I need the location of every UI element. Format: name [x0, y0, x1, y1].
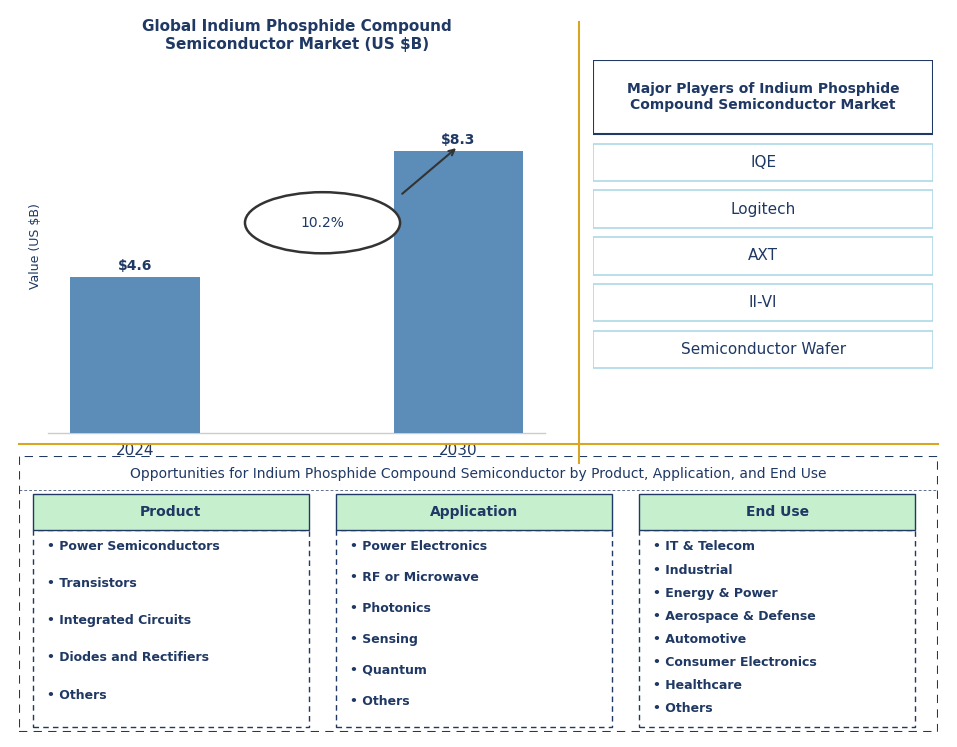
Text: IQE: IQE: [750, 155, 776, 170]
FancyBboxPatch shape: [593, 190, 933, 228]
Text: • Automotive: • Automotive: [653, 633, 746, 646]
Text: Application: Application: [430, 505, 518, 519]
Text: • Quantum: • Quantum: [350, 664, 427, 677]
Text: • Energy & Power: • Energy & Power: [653, 586, 778, 600]
Text: Major Players of Indium Phosphide
Compound Semiconductor Market: Major Players of Indium Phosphide Compou…: [627, 82, 900, 112]
FancyBboxPatch shape: [593, 144, 933, 182]
Text: Logitech: Logitech: [730, 202, 796, 217]
FancyBboxPatch shape: [639, 530, 915, 727]
Text: • Integrated Circuits: • Integrated Circuits: [47, 615, 190, 627]
Text: • Power Electronics: • Power Electronics: [350, 540, 487, 554]
FancyBboxPatch shape: [33, 530, 308, 727]
Bar: [71, 277, 200, 433]
FancyBboxPatch shape: [33, 495, 308, 530]
Text: • IT & Telecom: • IT & Telecom: [653, 540, 755, 554]
Text: • Consumer Electronics: • Consumer Electronics: [653, 656, 817, 669]
FancyBboxPatch shape: [336, 530, 612, 727]
FancyBboxPatch shape: [593, 330, 933, 368]
Text: End Use: End Use: [746, 505, 809, 519]
Y-axis label: Value (US $B): Value (US $B): [30, 204, 42, 289]
Text: • Power Semiconductors: • Power Semiconductors: [47, 540, 219, 554]
Text: • Aerospace & Defense: • Aerospace & Defense: [653, 610, 815, 623]
Text: Source: Lucintel: Source: Lucintel: [432, 493, 545, 506]
FancyBboxPatch shape: [19, 456, 938, 732]
Text: • Photonics: • Photonics: [350, 602, 431, 615]
FancyBboxPatch shape: [639, 495, 915, 530]
Text: • Industrial: • Industrial: [653, 563, 732, 577]
Text: • Diodes and Rectifiers: • Diodes and Rectifiers: [47, 651, 209, 665]
Text: • Healthcare: • Healthcare: [653, 679, 742, 692]
Text: • Others: • Others: [350, 695, 410, 707]
FancyBboxPatch shape: [336, 495, 612, 530]
Title: Global Indium Phosphide Compound
Semiconductor Market (US $B): Global Indium Phosphide Compound Semicon…: [142, 19, 452, 52]
Text: Opportunities for Indium Phosphide Compound Semiconductor by Product, Applicatio: Opportunities for Indium Phosphide Compo…: [130, 467, 827, 480]
Text: • Others: • Others: [653, 702, 713, 716]
Text: • Sensing: • Sensing: [350, 633, 418, 646]
Text: $8.3: $8.3: [441, 134, 476, 147]
Text: $4.6: $4.6: [118, 259, 152, 273]
Text: Semiconductor Wafer: Semiconductor Wafer: [680, 341, 846, 357]
Text: • Transistors: • Transistors: [47, 577, 137, 590]
FancyBboxPatch shape: [593, 238, 933, 275]
Text: • RF or Microwave: • RF or Microwave: [350, 571, 478, 584]
Text: Product: Product: [140, 505, 201, 519]
Text: AXT: AXT: [748, 248, 778, 264]
Text: 10.2%: 10.2%: [300, 216, 345, 230]
Text: II-VI: II-VI: [749, 295, 777, 310]
Text: • Others: • Others: [47, 689, 106, 701]
Bar: [393, 152, 523, 433]
FancyBboxPatch shape: [593, 284, 933, 321]
Ellipse shape: [245, 192, 400, 253]
FancyBboxPatch shape: [593, 60, 933, 134]
